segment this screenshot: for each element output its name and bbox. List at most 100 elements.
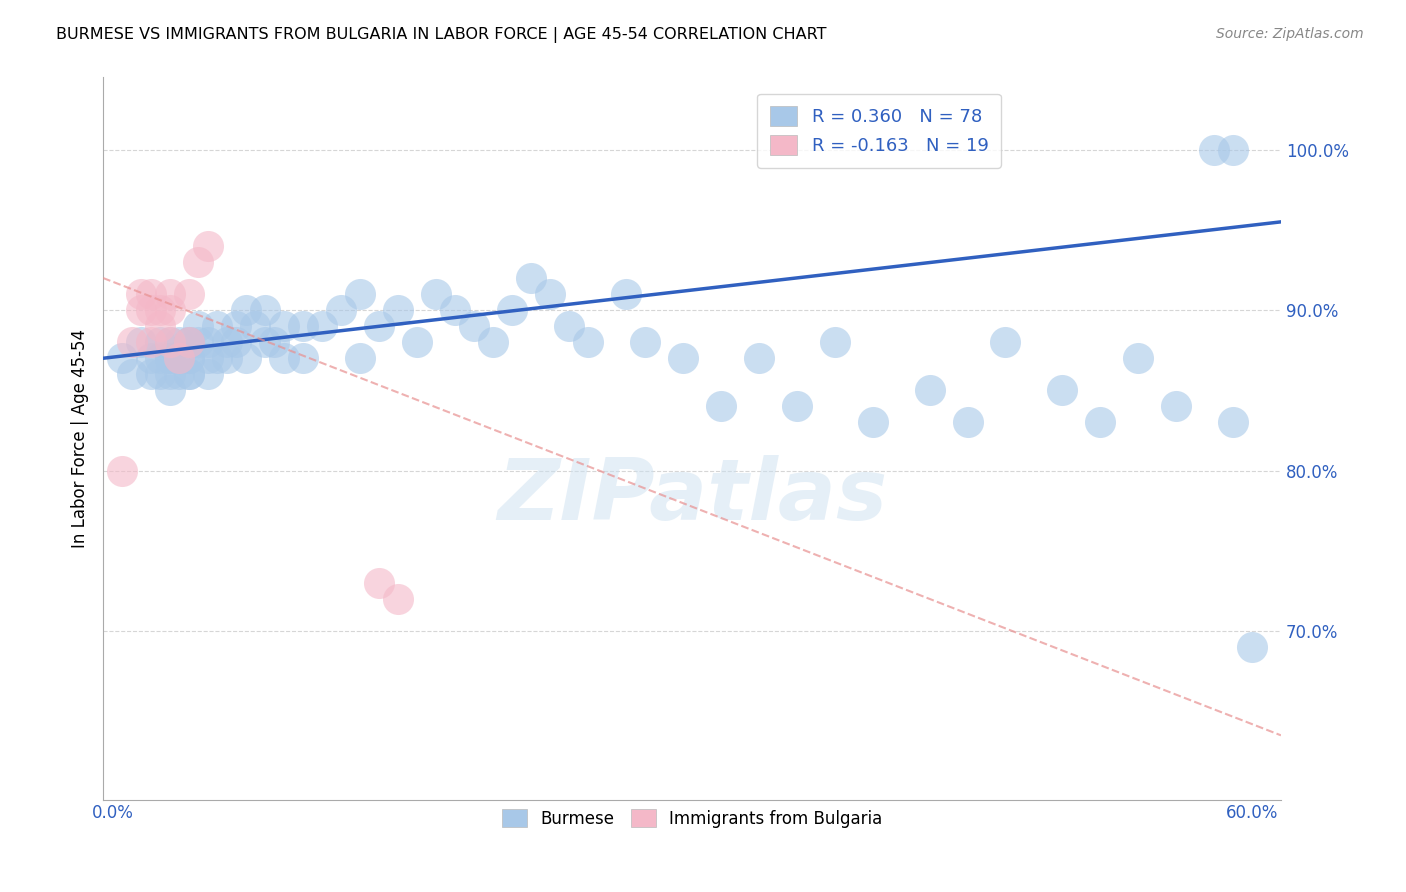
Point [187,335,209,350]
Legend: Burmese, Immigrants from Bulgaria: Burmese, Immigrants from Bulgaria [495,803,889,835]
Point [273,319,295,334]
Point [824,335,846,350]
Point [367,575,389,590]
Point [1222,416,1244,430]
Point [263,335,285,350]
Point [167,368,190,382]
Point [1166,400,1188,414]
Point [129,303,152,318]
Point [538,287,561,301]
Point [273,351,295,366]
Text: BURMESE VS IMMIGRANTS FROM BULGARIA IN LABOR FORCE | AGE 45-54 CORRELATION CHART: BURMESE VS IMMIGRANTS FROM BULGARIA IN L… [56,27,827,43]
Point [187,255,209,269]
Point [159,287,181,301]
Point [159,335,181,350]
Point [205,351,228,366]
Point [387,591,409,606]
Point [197,239,219,253]
Point [235,303,257,318]
Point [197,368,219,382]
Point [443,303,465,318]
Point [205,319,228,334]
Point [349,287,371,301]
Point [167,335,190,350]
Point [633,335,655,350]
Point [1241,640,1264,654]
Point [253,303,276,318]
Text: Source: ZipAtlas.com: Source: ZipAtlas.com [1216,27,1364,41]
Point [159,351,181,366]
Point [129,335,152,350]
Point [253,335,276,350]
Point [1204,143,1226,157]
Point [709,400,731,414]
Point [243,319,266,334]
Point [187,319,209,334]
Point [177,368,200,382]
Y-axis label: In Labor Force | Age 45-54: In Labor Force | Age 45-54 [72,329,89,548]
Point [1128,351,1150,366]
Point [149,303,172,318]
Point [139,303,162,318]
Point [329,303,352,318]
Point [139,368,162,382]
Point [862,416,884,430]
Point [149,335,172,350]
Point [149,319,172,334]
Point [1090,416,1112,430]
Point [159,368,181,382]
Point [149,351,172,366]
Point [576,335,599,350]
Point [519,271,541,285]
Point [387,303,409,318]
Point [367,319,389,334]
Point [139,335,162,350]
Point [481,335,503,350]
Point [197,335,219,350]
Point [463,319,485,334]
Point [956,416,979,430]
Point [177,368,200,382]
Point [501,303,523,318]
Point [1052,384,1074,398]
Point [139,287,162,301]
Point [177,287,200,301]
Point [614,287,637,301]
Point [159,384,181,398]
Point [149,368,172,382]
Point [235,351,257,366]
Point [405,335,427,350]
Point [177,335,200,350]
Point [159,335,181,350]
Point [177,351,200,366]
Point [291,351,314,366]
Point [918,384,941,398]
Point [1222,143,1244,157]
Point [671,351,693,366]
Point [121,335,143,350]
Point [111,464,134,478]
Point [291,319,314,334]
Point [159,351,181,366]
Point [159,303,181,318]
Point [225,335,247,350]
Point [111,351,134,366]
Point [129,287,152,301]
Point [121,368,143,382]
Point [225,319,247,334]
Point [215,335,238,350]
Point [349,351,371,366]
Point [557,319,579,334]
Point [177,335,200,350]
Point [786,400,808,414]
Text: ZIPatlas: ZIPatlas [496,455,887,538]
Point [215,351,238,366]
Point [177,335,200,350]
Point [167,351,190,366]
Point [197,351,219,366]
Point [425,287,447,301]
Point [747,351,769,366]
Point [994,335,1017,350]
Point [139,351,162,366]
Point [177,351,200,366]
